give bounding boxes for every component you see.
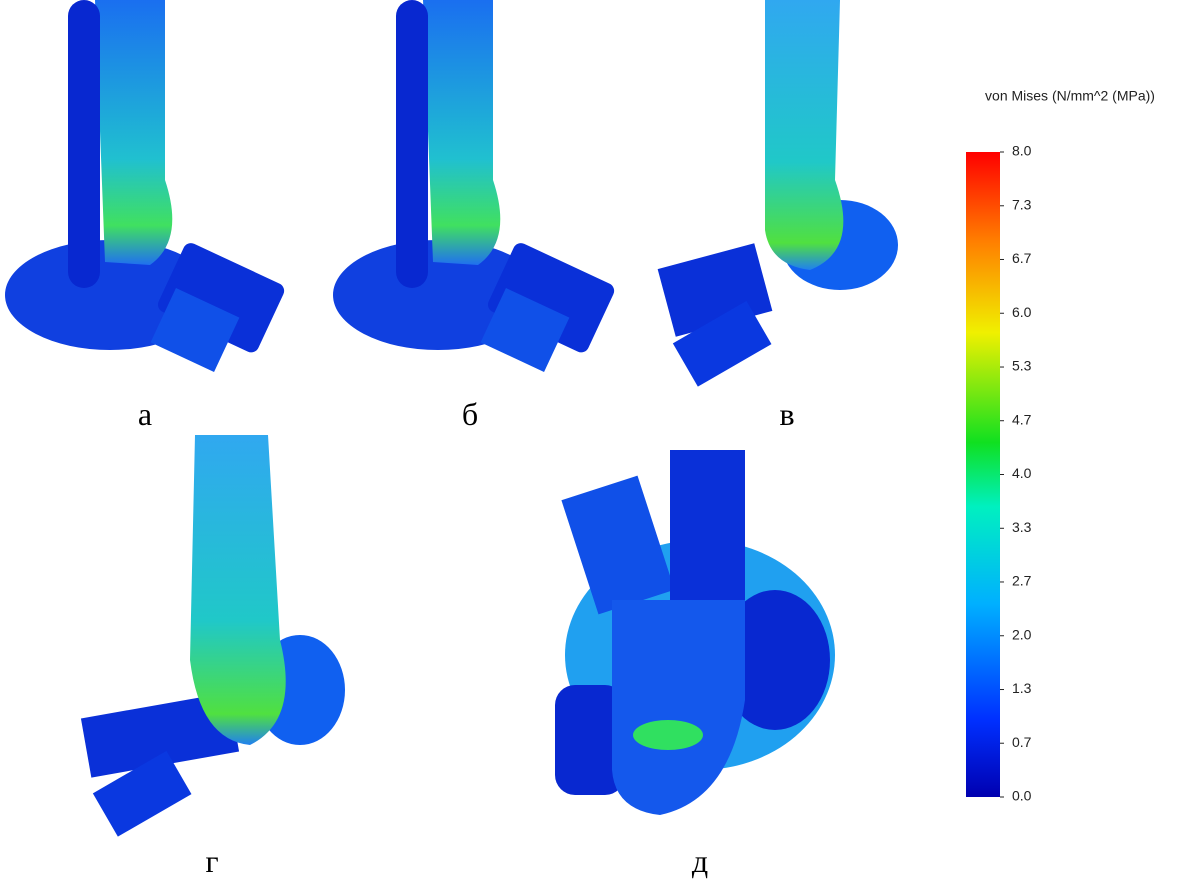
render-b [333, 0, 617, 372]
colorbar-tick-label: 2.0 [1012, 626, 1032, 642]
render-e [555, 450, 835, 815]
colorbar-tick-label: 5.3 [1012, 358, 1032, 374]
colorbar-tick-label: 2.7 [1012, 573, 1032, 589]
colorbar-tick-label: 6.0 [1012, 304, 1032, 320]
render-d [81, 435, 345, 837]
colorbar-tick-label: 4.7 [1012, 411, 1032, 427]
render-c [658, 0, 898, 387]
colorbar-tick-label: 0.0 [1012, 788, 1032, 804]
panel-label: б [462, 396, 478, 432]
panel-label: д [692, 843, 708, 879]
colorbar-tick-label: 6.7 [1012, 250, 1032, 266]
colorbar-title: von Mises (N/mm^2 (MPa)) [985, 88, 1155, 104]
panel-label: г [205, 843, 218, 879]
colorbar-tick-label: 3.3 [1012, 519, 1032, 535]
colorbar [966, 152, 1000, 797]
figure: а б в г д von Mises (N/mm^2 (MPa)) 8.0 7.… [0, 0, 1197, 882]
colorbar-tick-label: 4.0 [1012, 465, 1032, 481]
colorbar-tick-label: 0.7 [1012, 734, 1032, 750]
colorbar-tick-label: 7.3 [1012, 196, 1032, 212]
colorbar-tick-label: 8.0 [1012, 143, 1032, 159]
panel-label: в [779, 396, 794, 432]
colorbar-tick-label: 1.3 [1012, 680, 1032, 696]
panel-label: а [138, 396, 152, 432]
render-a [5, 0, 287, 372]
